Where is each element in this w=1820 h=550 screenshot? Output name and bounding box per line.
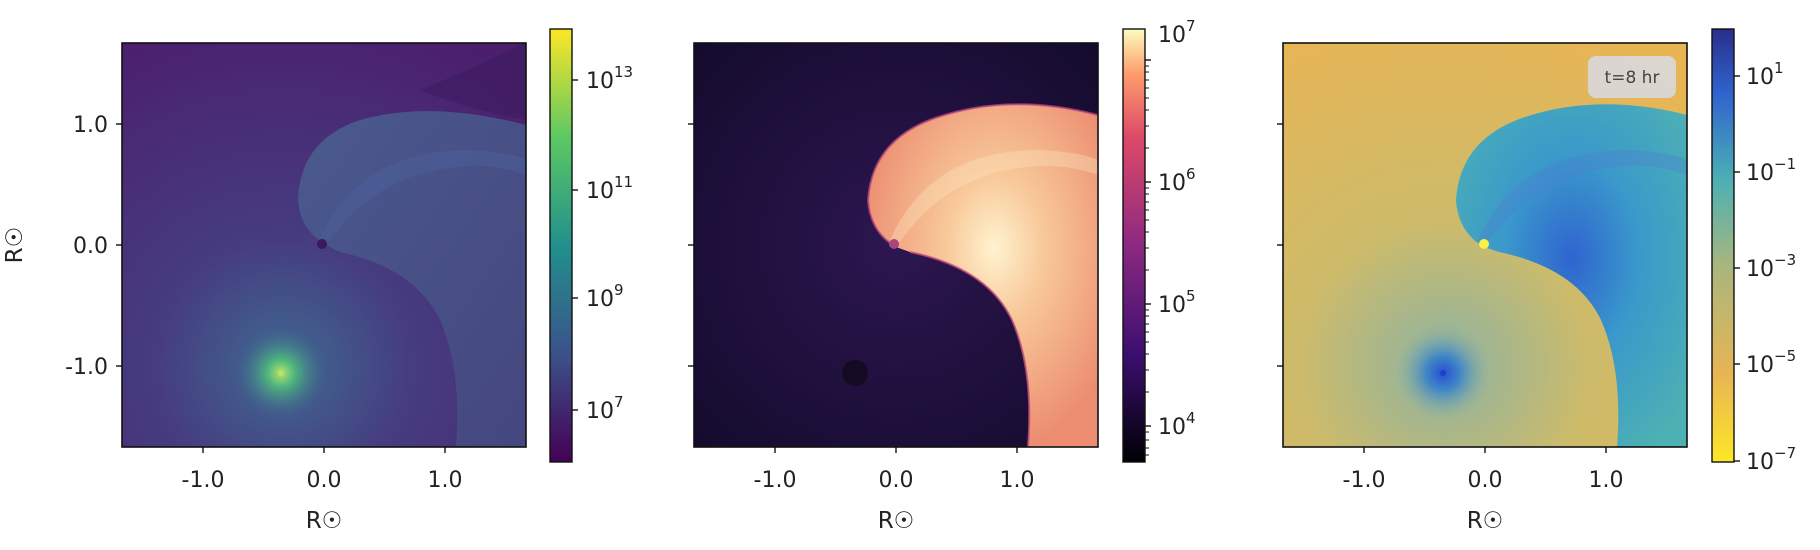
panel-1-cbar-tick: 109 bbox=[586, 281, 624, 312]
time-annotation: t=8 hr bbox=[1588, 56, 1676, 98]
panel-1-ytick: 0.0 bbox=[73, 234, 108, 259]
panel-3-y-axis bbox=[1277, 123, 1283, 367]
panel-1-xtick: -1.0 bbox=[182, 468, 225, 493]
panel-2-cbar-tick: 104 bbox=[1158, 409, 1196, 440]
panel-3-wind-region bbox=[1456, 104, 1687, 447]
panel-1-ytick: 1.0 bbox=[73, 113, 108, 138]
panel-3-cbar-tick: 10−3 bbox=[1746, 251, 1796, 282]
panel-1-cbar-tick: 1013 bbox=[586, 63, 633, 94]
panel-2-cbar-tick: 105 bbox=[1158, 287, 1196, 318]
panel-2-cbar-tick: 107 bbox=[1158, 17, 1196, 48]
panel-3-x-axis: -1.0 0.0 1.0 R☉ bbox=[1343, 447, 1624, 534]
panel-3-colorbar: 10−7 10−5 10−3 10−1 101 bbox=[1711, 28, 1796, 475]
panel-2-xtick: 1.0 bbox=[1000, 468, 1035, 493]
panel-2-cbar-tick: 106 bbox=[1158, 165, 1196, 196]
panel-1-image bbox=[122, 43, 526, 447]
panel-3-cbar-tick: 101 bbox=[1746, 59, 1784, 90]
panel-2-wind-region bbox=[868, 104, 1098, 447]
panel-2-companion-star bbox=[842, 360, 868, 386]
panel-3-central-star bbox=[1479, 239, 1489, 249]
panel-3-xlabel: R☉ bbox=[1467, 508, 1504, 534]
panel-2-colorbar: 104 105 106 107 bbox=[1122, 17, 1196, 463]
panel-1-cbar-tick: 1011 bbox=[586, 173, 633, 204]
panel-2-central-star bbox=[889, 239, 899, 249]
panel-3: t=8 hr -1.0 0.0 1.0 R☉ 10−7 10−5 bbox=[1277, 28, 1796, 534]
panel-2-image bbox=[694, 43, 1098, 447]
panel-2: -1.0 0.0 1.0 R☉ bbox=[688, 17, 1196, 534]
panel-1: 1.0 0.0 -1.0 R☉ -1.0 0.0 1.0 R☉ 107 109 … bbox=[2, 28, 633, 534]
panel-1-central-star bbox=[317, 239, 327, 249]
panel-1-xtick: 0.0 bbox=[307, 468, 342, 493]
panel-1-y-axis: 1.0 0.0 -1.0 R☉ bbox=[2, 113, 122, 380]
panel-3-cbar-tick: 10−1 bbox=[1746, 155, 1796, 186]
panel-1-ylabel: R☉ bbox=[2, 227, 28, 264]
panel-3-companion-star bbox=[1440, 370, 1446, 376]
panel-3-cbar-tick: 10−5 bbox=[1746, 347, 1796, 378]
panel-2-xlabel: R☉ bbox=[878, 508, 915, 534]
panel-2-x-axis: -1.0 0.0 1.0 R☉ bbox=[754, 447, 1035, 534]
panel-3-image: t=8 hr bbox=[1283, 43, 1687, 447]
panel-1-companion-star bbox=[278, 370, 284, 376]
panel-1-x-axis: -1.0 0.0 1.0 R☉ bbox=[182, 447, 463, 534]
panel-2-y-axis bbox=[688, 123, 694, 367]
panel-1-cbar-tick: 107 bbox=[586, 393, 624, 424]
panel-3-xtick: -1.0 bbox=[1343, 468, 1386, 493]
panel-1-colorbar: 107 109 1011 1013 bbox=[549, 28, 633, 463]
panel-2-xtick: 0.0 bbox=[879, 468, 914, 493]
panel-1-xlabel: R☉ bbox=[306, 508, 343, 534]
panel-3-cbar-tick: 10−7 bbox=[1746, 444, 1796, 475]
panel-1-ytick: -1.0 bbox=[65, 355, 108, 380]
panel-2-xtick: -1.0 bbox=[754, 468, 797, 493]
time-annotation-text: t=8 hr bbox=[1605, 68, 1660, 88]
panel-1-xtick: 1.0 bbox=[428, 468, 463, 493]
panel-3-xtick: 1.0 bbox=[1589, 468, 1624, 493]
panel-3-xtick: 0.0 bbox=[1468, 468, 1503, 493]
